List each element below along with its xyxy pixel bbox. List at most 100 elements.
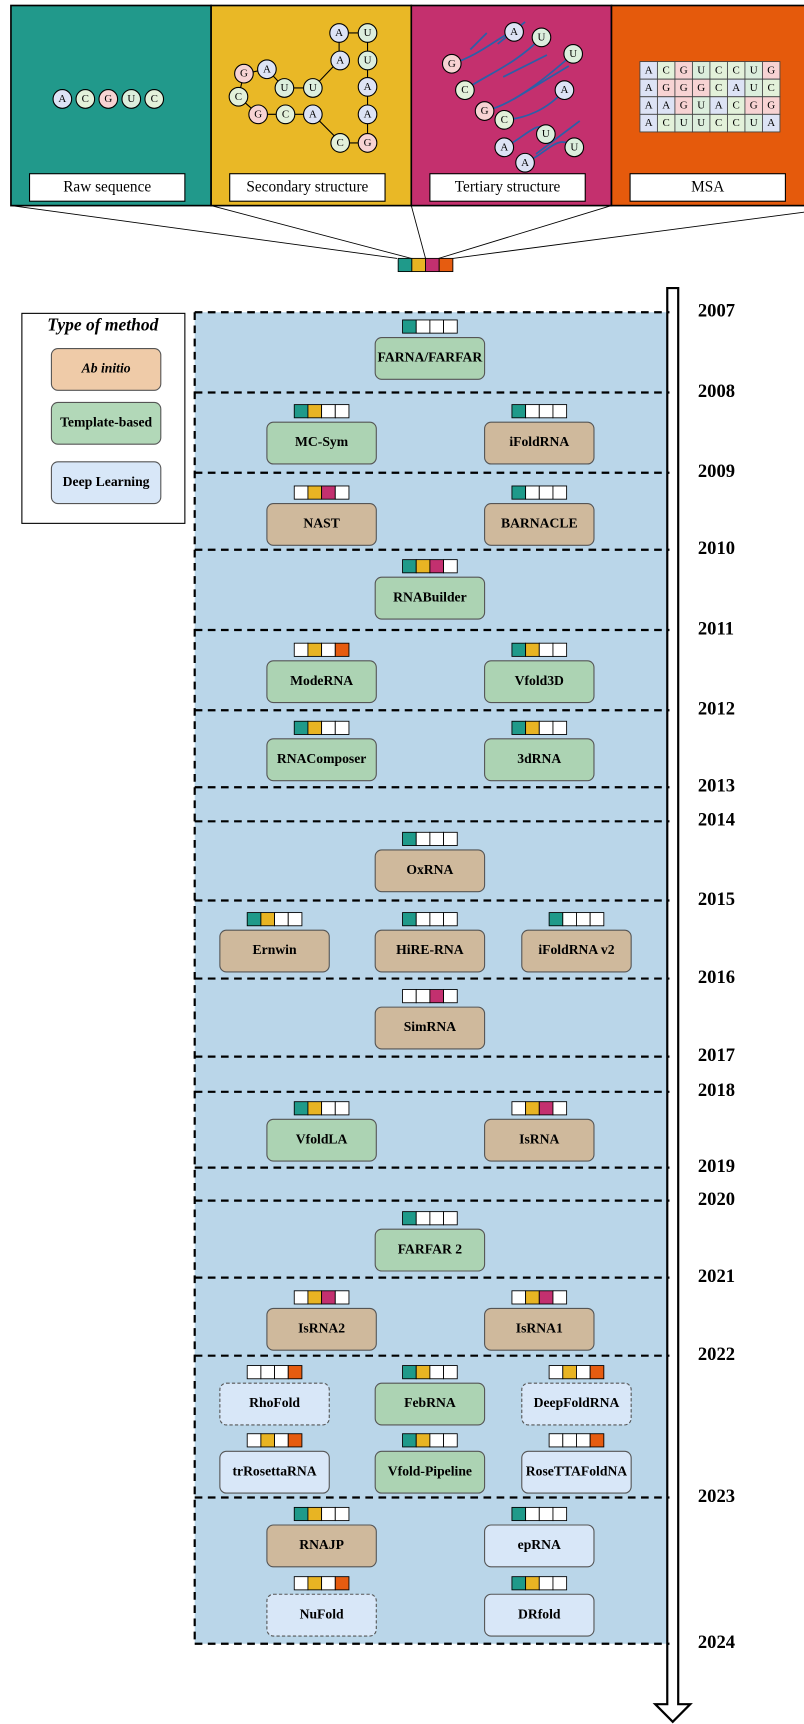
input-square — [415, 559, 431, 574]
method-name: NuFold — [300, 1606, 344, 1621]
method-name: FARNA/FARFAR — [378, 350, 483, 365]
input-square — [443, 912, 458, 927]
method-name: IsRNA2 — [298, 1320, 345, 1335]
input-square — [293, 485, 309, 500]
msa-letter: C — [715, 117, 722, 129]
nucleotide — [121, 89, 142, 109]
method-name: NAST — [303, 516, 339, 531]
input-square — [576, 1365, 591, 1380]
nucleotide-letter: G — [240, 68, 248, 80]
input-square — [293, 404, 309, 419]
msa-letter: U — [697, 64, 705, 76]
nucleotide-letter: C — [82, 93, 89, 105]
input-square — [538, 642, 554, 657]
input-square — [552, 720, 568, 735]
msa-letter: A — [767, 117, 775, 129]
input-square — [429, 319, 445, 334]
method-box — [484, 738, 595, 782]
msa-letter: G — [680, 64, 688, 76]
input-square — [589, 912, 605, 927]
nucleotide — [228, 86, 249, 107]
input-square — [321, 720, 336, 735]
input-square — [402, 989, 417, 1004]
nucleotide — [329, 23, 349, 43]
year-label: 2017 — [698, 1045, 735, 1066]
nucleotide-letter: U — [542, 128, 550, 140]
input-square — [429, 1365, 445, 1380]
msa-letter: U — [750, 82, 758, 94]
nucleotide-letter: A — [510, 26, 518, 38]
nucleotide — [531, 27, 552, 48]
input-square — [552, 642, 568, 657]
year-label: 2007 — [698, 301, 735, 322]
input-square — [246, 912, 262, 927]
msa-letter: G — [680, 100, 688, 112]
method-box — [484, 1307, 595, 1351]
nucleotide-letter: U — [569, 48, 577, 60]
panel-label: Tertiary structure — [455, 179, 561, 196]
method-box — [219, 929, 330, 973]
year-label: 2010 — [698, 538, 735, 559]
input-square — [293, 642, 309, 657]
input-square — [415, 1211, 431, 1226]
msa-letter: A — [662, 100, 670, 112]
method-name: Vfold3D — [515, 673, 564, 688]
nucleotide — [554, 80, 575, 101]
input-square — [511, 485, 527, 500]
method-box — [521, 1450, 632, 1494]
nucleotide — [494, 109, 515, 130]
input-square — [511, 642, 527, 657]
method-box — [484, 1118, 595, 1162]
input-square — [402, 319, 417, 334]
input-square — [443, 1433, 458, 1448]
nucleotide-letter: C — [461, 84, 468, 96]
year-label: 2012 — [698, 699, 735, 720]
input-square — [429, 989, 445, 1004]
nucleotide-letter: U — [364, 55, 372, 67]
method-name: iFoldRNA — [509, 434, 569, 449]
method-box — [484, 1593, 595, 1637]
legend-label: Template-based — [60, 414, 152, 429]
input-square — [511, 1290, 527, 1305]
msa-letter: C — [715, 82, 722, 94]
input-square — [293, 720, 309, 735]
msa-letter: A — [645, 100, 653, 112]
input-square — [538, 1506, 554, 1522]
nucleotide-letter: G — [254, 108, 262, 120]
input-square — [334, 720, 350, 735]
input-square — [307, 642, 323, 657]
nucleotide — [474, 101, 495, 121]
input-square — [334, 1576, 350, 1591]
input-square — [293, 1290, 309, 1305]
input-square — [443, 559, 458, 574]
method-name: epRNA — [518, 1537, 561, 1552]
method-box — [266, 738, 377, 782]
input-square — [287, 912, 303, 927]
nucleotide — [144, 89, 165, 109]
nucleotide — [330, 133, 351, 153]
nucleotide-letter: G — [104, 93, 112, 105]
msa-letter: U — [697, 100, 705, 112]
input-square — [334, 642, 350, 657]
panel-label: Raw sequence — [63, 179, 151, 196]
input-square — [246, 1433, 262, 1448]
input-square — [260, 912, 276, 927]
nucleotide-letter: A — [309, 108, 317, 120]
input-square — [307, 485, 323, 500]
input-square — [415, 319, 431, 334]
input-square — [548, 1365, 564, 1380]
nucleotide — [455, 80, 475, 101]
input-square — [548, 912, 564, 927]
year-label: 2024 — [698, 1632, 735, 1653]
method-box — [266, 503, 377, 546]
year-label: 2019 — [698, 1156, 735, 1177]
method-box — [484, 503, 595, 546]
input-square — [397, 257, 413, 273]
input-square — [402, 912, 417, 927]
input-square — [402, 559, 417, 574]
nucleotide-letter: U — [364, 27, 372, 39]
input-square — [443, 319, 458, 334]
nucleotide-letter: U — [127, 93, 135, 105]
nucleotide-letter: A — [521, 157, 529, 169]
